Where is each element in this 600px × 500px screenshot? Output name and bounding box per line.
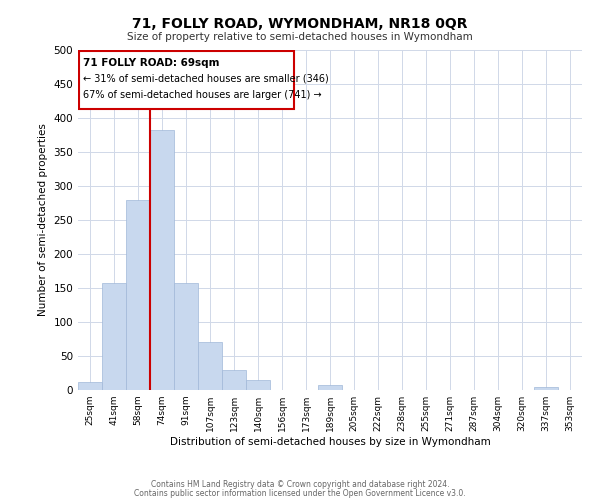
Text: Size of property relative to semi-detached houses in Wymondham: Size of property relative to semi-detach… (127, 32, 473, 42)
X-axis label: Distribution of semi-detached houses by size in Wymondham: Distribution of semi-detached houses by … (170, 437, 490, 447)
Bar (534, 388, 558, 390)
Text: Contains public sector information licensed under the Open Government Licence v3: Contains public sector information licen… (134, 488, 466, 498)
Text: 67% of semi-detached houses are larger (741) →: 67% of semi-detached houses are larger (… (83, 90, 322, 100)
Bar (174, 283, 198, 390)
Text: 71, FOLLY ROAD, WYMONDHAM, NR18 0QR: 71, FOLLY ROAD, WYMONDHAM, NR18 0QR (132, 18, 468, 32)
Bar (78, 382, 102, 390)
Bar (318, 385, 342, 390)
Text: ← 31% of semi-detached houses are smaller (346): ← 31% of semi-detached houses are smalle… (83, 74, 329, 84)
Bar (198, 342, 222, 390)
FancyBboxPatch shape (79, 52, 294, 109)
Text: Contains HM Land Registry data © Crown copyright and database right 2024.: Contains HM Land Registry data © Crown c… (151, 480, 449, 489)
Bar (246, 380, 270, 390)
Bar (222, 370, 246, 390)
Bar (126, 200, 150, 390)
Bar (102, 282, 126, 390)
Y-axis label: Number of semi-detached properties: Number of semi-detached properties (38, 124, 48, 316)
Text: 71 FOLLY ROAD: 69sqm: 71 FOLLY ROAD: 69sqm (83, 58, 220, 68)
Bar (150, 130, 174, 390)
